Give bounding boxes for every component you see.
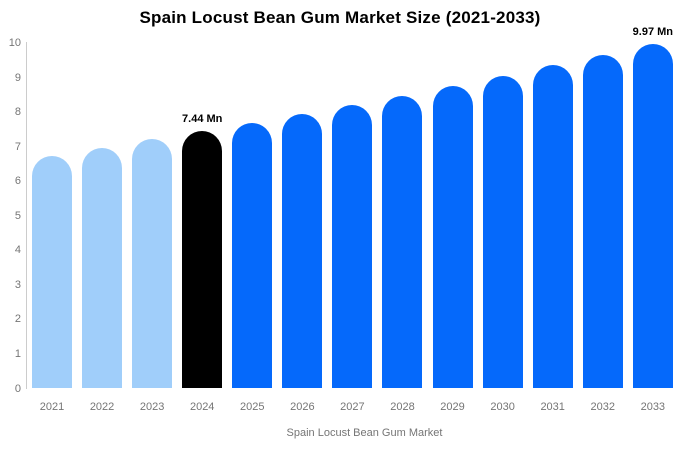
- x-tick-2022: 2022: [89, 401, 115, 413]
- bar-2033[interactable]: [632, 44, 673, 389]
- bar-value-label-2033: 9.97 Mn: [632, 26, 674, 39]
- y-tick-8: 8: [14, 106, 21, 119]
- bar-2029[interactable]: [432, 85, 473, 389]
- x-tick-2029: 2029: [440, 401, 465, 413]
- x-tick-2024: 2024: [189, 401, 215, 413]
- x-tick-2031: 2031: [540, 401, 565, 413]
- x-tick-2033: 2033: [640, 401, 666, 413]
- y-tick-3: 3: [14, 278, 21, 291]
- bar-2022[interactable]: [82, 147, 123, 389]
- bar-2025[interactable]: [232, 122, 273, 389]
- bar-2027[interactable]: [332, 104, 373, 389]
- x-tick-2026: 2026: [290, 401, 315, 413]
- y-tick-5: 5: [14, 209, 21, 222]
- bar-2024[interactable]: [182, 131, 223, 389]
- y-tick-4: 4: [14, 244, 21, 257]
- x-tick-2032: 2032: [590, 401, 615, 413]
- x-tick-2021: 2021: [39, 401, 65, 413]
- y-tick-2: 2: [14, 313, 21, 326]
- x-tick-2027: 2027: [340, 401, 365, 413]
- bar-2031[interactable]: [532, 65, 573, 389]
- bar-2028[interactable]: [382, 95, 423, 389]
- bar-2023[interactable]: [132, 139, 173, 389]
- chart-title: Spain Locust Bean Gum Market Size (2021-…: [139, 8, 541, 27]
- bar-2032[interactable]: [582, 55, 623, 389]
- x-tick-2030: 2030: [490, 401, 515, 413]
- x-tick-2025: 2025: [240, 401, 265, 413]
- legend-label: Spain Locust Bean Gum Market: [286, 426, 443, 439]
- x-tick-2023: 2023: [139, 401, 165, 413]
- y-tick-9: 9: [14, 71, 21, 84]
- y-axis-line: [26, 42, 27, 389]
- y-tick-7: 7: [14, 140, 21, 153]
- bar-value-label-2024: 7.44 Mn: [182, 113, 223, 126]
- bar-2021[interactable]: [32, 155, 72, 389]
- bar-2030[interactable]: [482, 75, 523, 389]
- y-tick-1: 1: [14, 347, 21, 360]
- x-tick-2028: 2028: [390, 401, 415, 413]
- y-tick-0: 0: [14, 382, 21, 395]
- y-tick-10: 10: [8, 37, 21, 49]
- bar-2026[interactable]: [282, 114, 323, 389]
- legend-swatch-icon: [238, 426, 278, 439]
- legend[interactable]: Spain Locust Bean Gum Market: [0, 426, 680, 439]
- y-tick-6: 6: [14, 175, 21, 188]
